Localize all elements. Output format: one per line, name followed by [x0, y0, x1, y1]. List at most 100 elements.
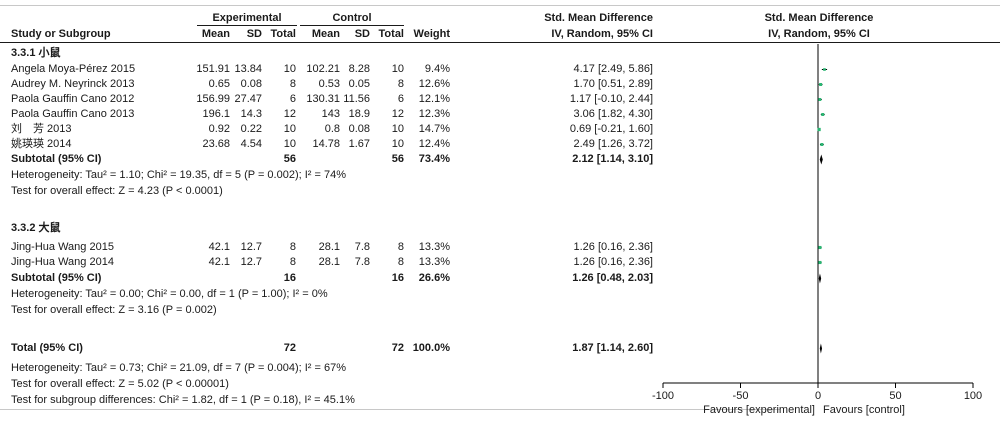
total-experimental: 6: [289, 93, 296, 105]
total-experimental: 8: [289, 78, 296, 90]
sd-control: 18.9: [348, 108, 370, 120]
effect-ci: 1.26 [0.16, 2.36]: [573, 241, 653, 253]
study-point: [823, 68, 826, 71]
sd-control: 11.56: [343, 93, 370, 105]
study-name: Jing-Hua Wang 2015: [11, 241, 114, 253]
top-border: [0, 5, 1000, 6]
subtotal-total-experimental: 16: [283, 272, 296, 284]
weight: 13.3%: [418, 256, 450, 268]
weight: 13.3%: [418, 241, 450, 253]
total-control: 8: [397, 78, 404, 90]
total-weight: 100.0%: [412, 342, 450, 354]
study-row: Paola Gauffin Cano 2013 196.1 14.3 12 14…: [0, 107, 770, 122]
sd-experimental: 0.22: [240, 123, 262, 135]
study-row: Angela Moya-Pérez 2015 151.91 13.84 10 1…: [0, 62, 770, 77]
subgroup-1-title: 3.3.1 小鼠: [11, 47, 61, 59]
subtotal-effect-ci: 2.12 [1.14, 3.10]: [572, 153, 653, 165]
sd-experimental: 12.7: [240, 241, 262, 253]
total-control: 10: [391, 63, 404, 75]
total-control: 8: [397, 241, 404, 253]
footer-rule: [0, 409, 780, 410]
sd-experimental: 12.7: [240, 256, 262, 268]
grand-total-control: 72: [391, 342, 404, 354]
effect-ci: 1.70 [0.51, 2.89]: [573, 78, 653, 90]
sd-control: 8.28: [348, 63, 370, 75]
subtotal-total-control: 16: [391, 272, 404, 284]
subtotal-total-experimental: 56: [283, 153, 296, 165]
column-total-control: Total: [378, 28, 404, 40]
mean-control: 28.1: [318, 241, 340, 253]
experimental-header-rule: [197, 25, 297, 26]
mean-control: 28.1: [318, 256, 340, 268]
overall-effect-note: Test for overall effect: Z = 4.23 (P < 0…: [11, 185, 223, 197]
weight: 14.7%: [418, 123, 450, 135]
study-name: Paola Gauffin Cano 2012: [11, 93, 135, 105]
total-experimental: 10: [283, 138, 296, 150]
subtotal-effect-ci: 1.26 [0.48, 2.03]: [572, 272, 653, 284]
x-tick-label: 50: [889, 390, 901, 402]
control-header-rule: [300, 25, 404, 26]
total-control: 8: [397, 256, 404, 268]
mean-control: 130.31: [306, 93, 340, 105]
sd-experimental: 27.47: [234, 93, 262, 105]
study-row: Audrey M. Neyrinck 2013 0.65 0.08 8 0.53…: [0, 77, 770, 92]
smd-header-right: Std. Mean Difference: [764, 12, 874, 24]
mean-control: 14.78: [312, 138, 340, 150]
mean-experimental: 42.1: [208, 241, 230, 253]
mean-experimental: 42.1: [208, 256, 230, 268]
column-sd-control: SD: [354, 28, 370, 40]
mean-control: 102.21: [306, 63, 340, 75]
weight: 12.4%: [418, 138, 450, 150]
subtotal-diamond: [818, 273, 822, 284]
effect-ci: 2.49 [1.26, 3.72]: [573, 138, 653, 150]
total-control: 10: [391, 123, 404, 135]
subtotal-row: Subtotal (95% CI) 56 56 73.4% 2.12 [1.14…: [0, 152, 770, 167]
mean-experimental: 0.65: [208, 78, 230, 90]
total-control: 12: [391, 108, 404, 120]
sd-control: 7.8: [354, 241, 370, 253]
total-experimental: 8: [289, 256, 296, 268]
subgroup-differences-note: Test for subgroup differences: Chi² = 1.…: [11, 394, 355, 406]
column-ci-right: IV, Random, 95% CI: [768, 28, 870, 40]
total-row: Total (95% CI) 72 72 100.0% 1.87 [1.14, …: [0, 341, 770, 356]
subgroup-2-title: 3.3.2 大鼠: [11, 222, 61, 234]
total-heterogeneity-note: Heterogeneity: Tau² = 0.73; Chi² = 21.09…: [11, 362, 346, 374]
sd-experimental: 14.3: [240, 108, 262, 120]
study-name: Audrey M. Neyrinck 2013: [11, 78, 135, 90]
subtotal-label: Subtotal (95% CI): [11, 153, 102, 165]
mean-control: 0.53: [318, 78, 340, 90]
experimental-header: Experimental: [212, 12, 282, 24]
study-name: 姚瑛瑛 2014: [11, 138, 72, 150]
subtotal-label: Subtotal (95% CI): [11, 272, 102, 284]
effect-ci: 4.17 [2.49, 5.86]: [573, 63, 653, 75]
column-weight: Weight: [413, 28, 450, 40]
column-study: Study or Subgroup: [11, 28, 111, 40]
study-point: [818, 245, 822, 250]
weight: 12.3%: [418, 108, 450, 120]
subtotal-row: Subtotal (95% CI) 16 16 26.6% 1.26 [0.48…: [0, 271, 770, 286]
smd-header-left: Std. Mean Difference: [544, 12, 653, 24]
study-name: Jing-Hua Wang 2014: [11, 256, 114, 268]
x-tick-label: 100: [964, 390, 982, 402]
weight: 12.6%: [418, 78, 450, 90]
mean-experimental: 23.68: [202, 138, 230, 150]
total-label: Total (95% CI): [11, 342, 83, 354]
column-mean-experimental: Mean: [201, 28, 230, 40]
overall-effect-note: Test for overall effect: Z = 3.16 (P = 0…: [11, 304, 217, 316]
x-tick-label: -100: [652, 390, 674, 402]
mean-experimental: 196.1: [202, 108, 230, 120]
heterogeneity-note: Heterogeneity: Tau² = 0.00; Chi² = 0.00,…: [11, 288, 328, 300]
x-tick-label: -50: [733, 390, 749, 402]
total-experimental: 10: [283, 123, 296, 135]
sd-control: 7.8: [354, 256, 370, 268]
total-diamond: [819, 343, 823, 354]
total-experimental: 10: [283, 63, 296, 75]
effect-ci: 0.69 [-0.21, 1.60]: [569, 123, 653, 135]
effect-ci: 1.26 [0.16, 2.36]: [573, 256, 653, 268]
mean-experimental: 151.91: [196, 63, 230, 75]
study-row: 姚瑛瑛 2014 23.68 4.54 10 14.78 1.67 10 12.…: [0, 137, 770, 152]
column-total-experimental: Total: [270, 28, 296, 40]
sd-experimental: 4.54: [240, 138, 262, 150]
subtotal-weight: 73.4%: [418, 153, 450, 165]
